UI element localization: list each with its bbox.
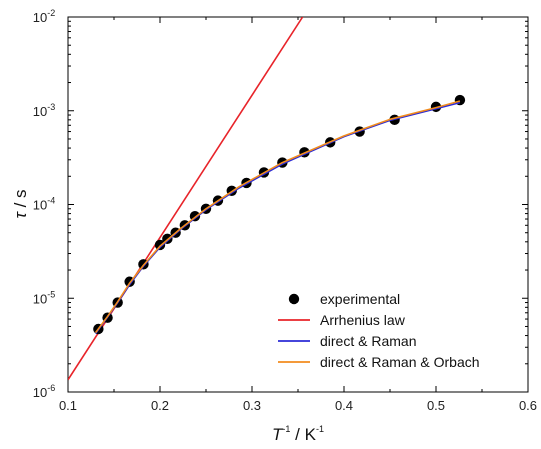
y-tick-label: 10-4 <box>33 196 55 213</box>
y-tick-label: 10-2 <box>33 8 55 25</box>
x-tick-label: 0.3 <box>243 398 261 413</box>
data-point <box>154 239 166 251</box>
legend: experimental Arrhenius law direct & Raman d… <box>278 291 480 370</box>
y-tick-labels: 10-610-510-410-310-2 <box>33 8 55 400</box>
y-tick-mantissa: 10 <box>33 104 47 119</box>
legend-label: direct & Raman & Orbach <box>320 354 480 370</box>
y-tick-exponent: -2 <box>47 8 55 18</box>
y-tick-exponent: -6 <box>47 383 55 393</box>
legend-label: direct & Raman <box>320 333 416 349</box>
y-tick-mantissa: 10 <box>33 291 47 306</box>
legend-item: Arrhenius law <box>278 312 406 328</box>
y-tick-exponent: -5 <box>47 289 55 299</box>
x-tick-label: 0.4 <box>335 398 353 413</box>
x-tick-label: 0.6 <box>519 398 537 413</box>
series-layer <box>68 17 466 381</box>
y-tick-exponent: -4 <box>47 196 55 206</box>
y-tick-mantissa: 10 <box>33 10 47 25</box>
x-axis-title-unit: / K <box>290 425 316 444</box>
legend-marker <box>288 293 300 305</box>
y-tick-label: 10-6 <box>33 383 55 400</box>
x-tick-label: 0.1 <box>59 398 77 413</box>
plot-frame <box>67 16 529 393</box>
axis-ticks <box>67 16 529 393</box>
series-line-direct-raman <box>94 101 461 335</box>
y-axis-title-unit: / s <box>11 189 30 212</box>
x-axis-title-main: T <box>272 425 284 444</box>
y-tick-label: 10-3 <box>33 102 55 119</box>
legend-item: direct & Raman <box>278 333 416 349</box>
x-tick-labels: 0.1 0.2 0.3 0.4 0.5 0.6 <box>59 398 537 413</box>
series-line-arrhenius-law <box>68 17 304 381</box>
x-tick-label: 0.5 <box>427 398 445 413</box>
x-axis-title-unit-sup: -1 <box>316 424 324 434</box>
y-tick-label: 10-5 <box>33 289 55 306</box>
x-axis-title: T-1 / K-1 <box>272 424 324 444</box>
y-axis-title-main: τ <box>11 211 30 219</box>
y-tick-mantissa: 10 <box>33 385 47 400</box>
legend-item: direct & Raman & Orbach <box>278 354 480 370</box>
x-tick-label: 0.2 <box>151 398 169 413</box>
y-axis-title: τ / s <box>11 189 30 218</box>
legend-label: experimental <box>320 291 400 307</box>
series-line-direct-raman-orbach <box>94 100 461 334</box>
y-tick-exponent: -3 <box>47 102 55 112</box>
y-tick-mantissa: 10 <box>33 198 47 213</box>
legend-item: experimental <box>288 291 400 307</box>
legend-label: Arrhenius law <box>320 312 406 328</box>
x-axis-title-main-sup: -1 <box>282 424 290 434</box>
